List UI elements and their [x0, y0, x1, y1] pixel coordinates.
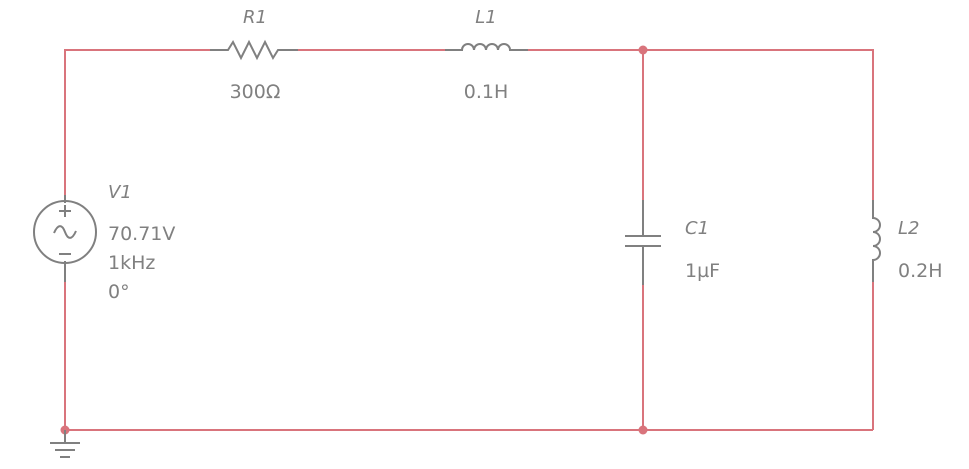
v1-frequency-label: 1kHz: [108, 252, 155, 274]
l2-value-label: 0.2H: [898, 260, 943, 282]
junction-node-bottom[interactable]: [638, 425, 648, 435]
v1-phase-label: 0°: [108, 281, 130, 303]
wire-bottom: [64, 282, 873, 431]
capacitor-c1[interactable]: C1 1µF: [625, 200, 720, 285]
v1-ref-label: V1: [108, 182, 132, 203]
r1-ref-label: R1: [243, 7, 267, 28]
inductor-l2[interactable]: L2 0.2H: [872, 200, 943, 282]
c1-value-label: 1µF: [685, 260, 720, 282]
ac-voltage-source-icon: [33, 195, 97, 282]
c1-ref-label: C1: [685, 218, 709, 239]
inductor-l1[interactable]: L1 0.1H: [445, 7, 528, 103]
l1-ref-label: L1: [475, 7, 496, 28]
l1-value-label: 0.1H: [464, 81, 509, 103]
l2-ref-label: L2: [898, 218, 919, 239]
r1-value-label: 300Ω: [230, 81, 281, 103]
junction-node-top[interactable]: [638, 45, 648, 55]
inductor-icon: [445, 43, 528, 51]
resistor-r1[interactable]: R1 300Ω: [210, 7, 298, 103]
v1-amplitude-label: 70.71V: [108, 223, 175, 245]
ground-icon[interactable]: [50, 430, 80, 458]
wires: [64, 49, 874, 431]
inductor-icon: [872, 200, 881, 282]
wire-left-top: [64, 49, 210, 195]
wire-l1-node: [528, 49, 874, 200]
capacitor-icon: [625, 200, 661, 285]
resistor-icon: [210, 39, 298, 61]
ac-source-v1[interactable]: V1 70.71V 1kHz 0°: [33, 182, 175, 303]
